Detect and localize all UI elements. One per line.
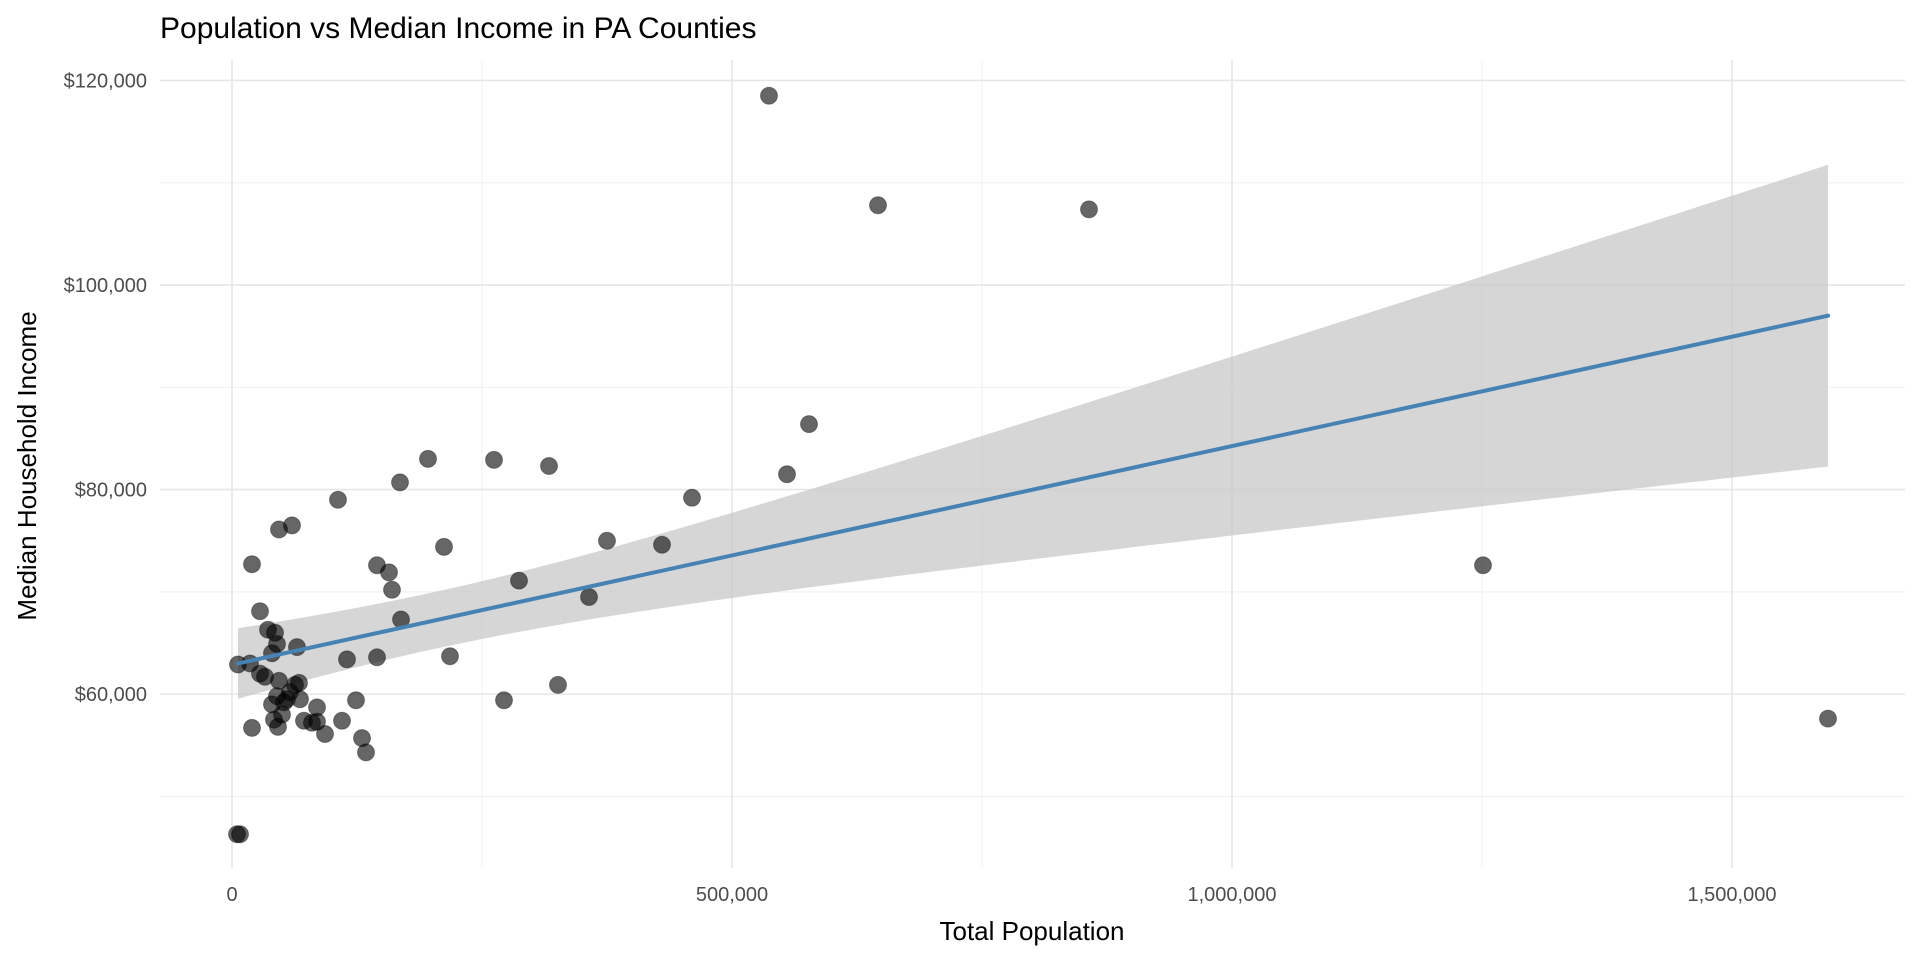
data-point [290,673,308,692]
confidence-band-layer [238,164,1828,699]
data-point [308,712,326,731]
data-point [653,535,671,554]
data-point [435,537,453,556]
data-point [419,449,437,468]
data-point [778,465,796,484]
chart-title: Population vs Median Income in PA Counti… [160,12,756,45]
data-point [1819,709,1837,728]
data-point [329,490,347,509]
data-point [1474,556,1492,575]
data-point [357,743,375,762]
y-tick-label: $60,000 [75,684,147,706]
data-point [291,690,309,709]
data-point [283,516,301,535]
data-point [333,711,351,730]
y-tick-label: $120,000 [64,70,147,92]
trend-line-layer [236,313,1830,666]
confidence-band [238,164,1828,699]
data-point [316,725,334,744]
y-tick-label: $80,000 [75,480,147,502]
data-point [540,457,558,476]
y-tick-label: $100,000 [64,275,147,297]
x-tick-label: 500,000 [696,884,768,906]
data-point [368,648,386,667]
trend-line [236,313,1830,666]
data-point [441,647,459,666]
tick-labels: 0 500,000 1,000,000 1,500,000 $60,000 $80,000… [64,70,1777,906]
data-point [549,675,567,694]
x-tick-label: 1,000,000 [1188,884,1277,906]
x-tick-label: 1,500,000 [1688,884,1777,906]
data-point [338,650,356,669]
data-point [270,671,288,690]
y-axis-title: Median Household Income [12,311,42,620]
data-point [495,691,513,710]
data-points [228,86,1837,844]
data-point [251,602,269,621]
data-point [485,450,503,469]
data-point [231,825,249,844]
data-point [347,691,365,710]
data-point [800,415,818,434]
x-axis-title: Total Population [939,916,1124,946]
data-point [391,473,409,492]
data-point [243,555,261,574]
data-point [580,587,598,606]
data-point [268,635,286,654]
data-point [1080,200,1098,219]
data-point [869,196,887,215]
data-point [683,488,701,507]
data-point [383,580,401,599]
x-tick-label: 0 [226,884,237,906]
data-point [243,718,261,737]
data-point [760,86,778,105]
data-point [380,563,398,582]
data-point [598,531,616,550]
data-point [510,571,528,590]
